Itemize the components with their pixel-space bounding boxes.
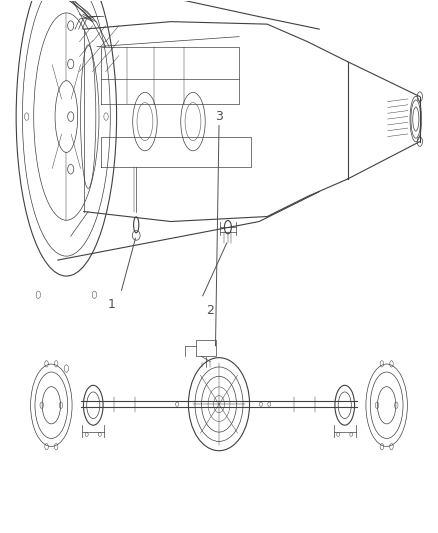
- Text: 2: 2: [206, 304, 214, 317]
- Text: 1: 1: [108, 298, 116, 311]
- Text: 3: 3: [215, 110, 223, 123]
